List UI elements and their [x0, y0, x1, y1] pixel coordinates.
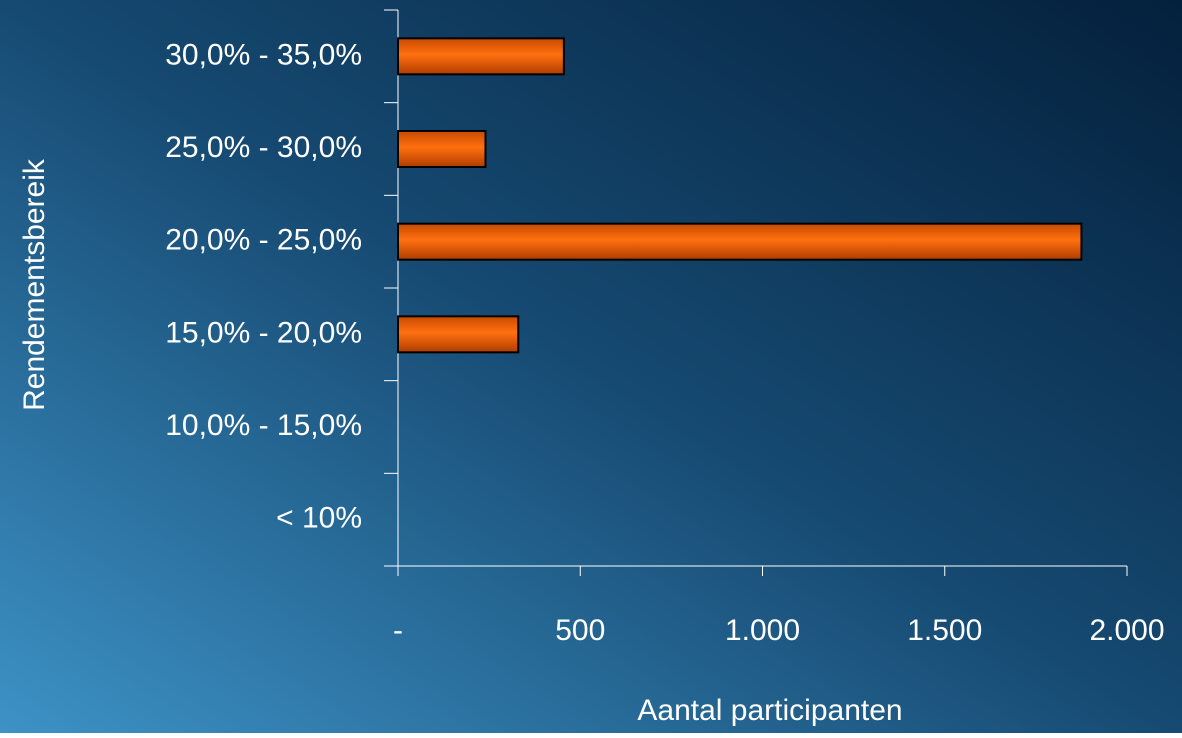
- x-tick-label: 2.000: [1089, 614, 1164, 647]
- bar: [397, 222, 1083, 261]
- x-tick-label: 500: [555, 614, 605, 647]
- y-tick-label: 15,0% - 20,0%: [165, 316, 362, 349]
- x-tick-label: -: [393, 614, 403, 647]
- y-axis-label: Rendementsbereik: [18, 158, 51, 411]
- x-tick-label: 1.500: [907, 614, 982, 647]
- x-tick-label: 1.000: [725, 614, 800, 647]
- y-tick-label: 10,0% - 15,0%: [165, 409, 362, 442]
- y-tick-label: 20,0% - 25,0%: [165, 224, 362, 257]
- bar: [397, 315, 520, 354]
- x-axis-label: Aantal participanten: [637, 694, 902, 727]
- bar: [397, 37, 565, 76]
- y-tick-label: < 10%: [276, 502, 362, 535]
- y-tick-label: 25,0% - 30,0%: [165, 131, 362, 164]
- y-tick-label: 30,0% - 35,0%: [165, 38, 362, 71]
- bar: [397, 130, 487, 168]
